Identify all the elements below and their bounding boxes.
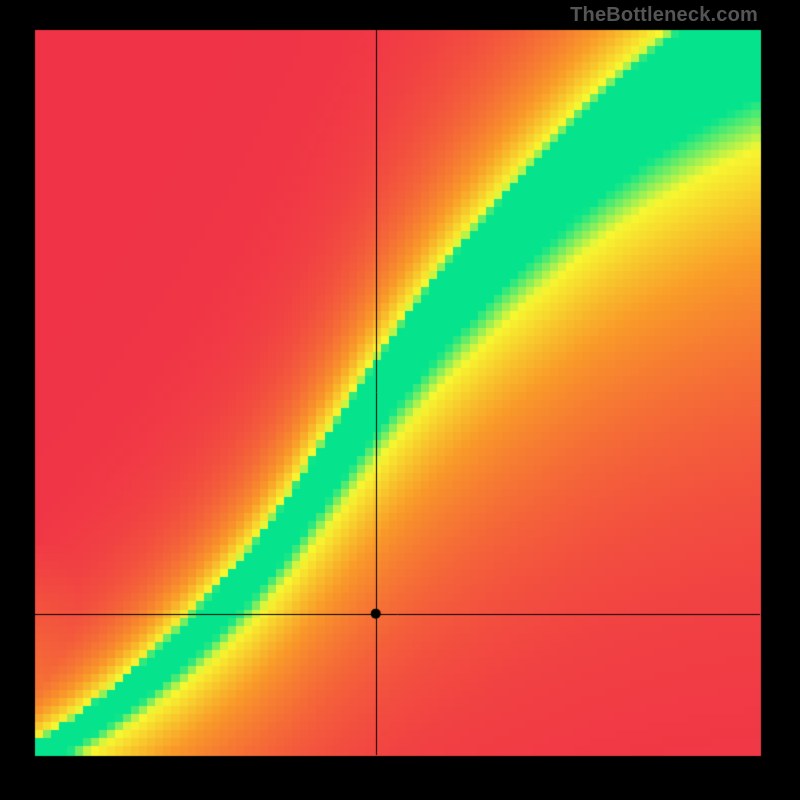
- bottleneck-heatmap-canvas: [0, 0, 800, 800]
- chart-container: TheBottleneck.com: [0, 0, 800, 800]
- watermark-text: TheBottleneck.com: [570, 4, 758, 27]
